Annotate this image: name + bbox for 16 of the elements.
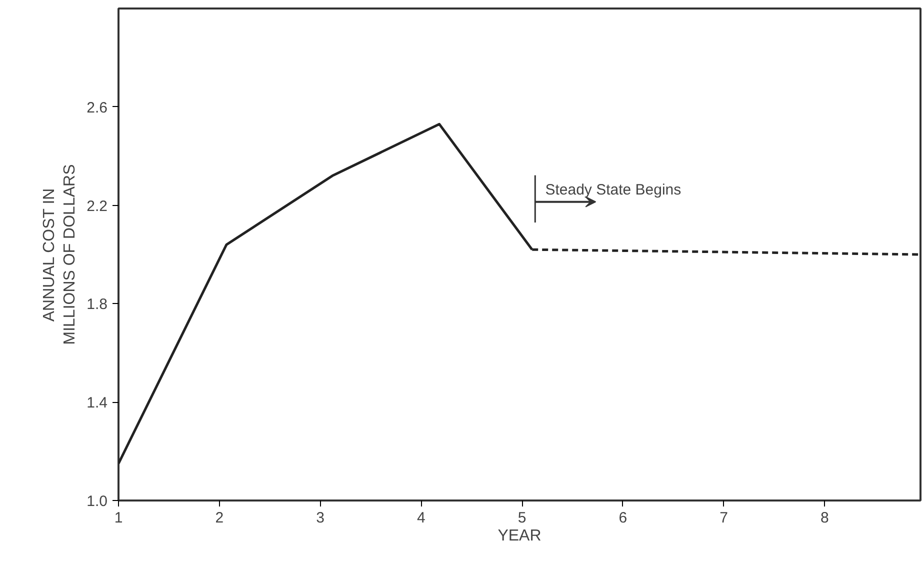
x-tick-label: 1 bbox=[114, 510, 123, 526]
x-tick-label: 4 bbox=[416, 510, 426, 526]
x-tick-label: 7 bbox=[720, 510, 728, 526]
y-tick-label: 1.4 bbox=[86, 394, 108, 412]
x-tick-label: 2 bbox=[215, 510, 224, 526]
y-tick-label: 2.2 bbox=[86, 198, 108, 215]
y-tick-label: 1.8 bbox=[86, 296, 108, 314]
x-tick-label: 3 bbox=[316, 510, 324, 526]
x-tick-label: 8 bbox=[820, 510, 829, 526]
y-tick-label: 2.6 bbox=[86, 99, 108, 116]
y-axis-title: ANNUAL COST IN MILLIONS OF DOLLARS bbox=[41, 164, 79, 345]
x-tick-label: 6 bbox=[618, 510, 628, 526]
y-tick-label: 1.0 bbox=[86, 493, 108, 510]
x-axis-title: YEAR bbox=[498, 528, 542, 544]
annotation: Steady State Begins bbox=[545, 182, 682, 199]
x-tick-label: 5 bbox=[518, 510, 526, 526]
